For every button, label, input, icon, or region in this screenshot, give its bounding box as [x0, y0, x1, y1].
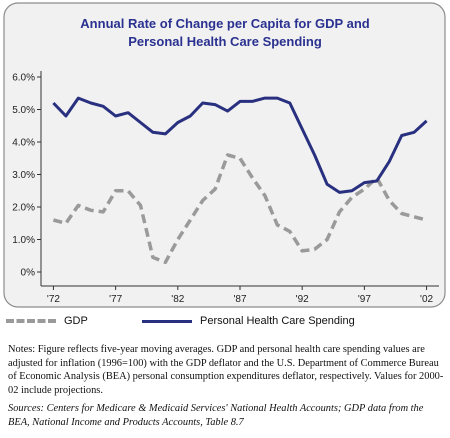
y-axis: 0% 1.0% 2.0% 3.0% 4.0% 5.0% 6.0%	[12, 71, 42, 286]
x-tick-label: '02	[420, 294, 433, 305]
legend-label-gdp: GDP	[64, 315, 88, 327]
x-tick-label: '82	[171, 294, 184, 305]
y-tick-label: 2.0%	[12, 203, 35, 214]
line-chart: Annual Rate of Change per Capita for GDP…	[3, 2, 446, 308]
x-tick-label: '72	[47, 294, 60, 305]
gdp-series-line	[52, 153, 428, 265]
x-axis: '72 '77 '82 '87 '92 '97 '02	[41, 285, 439, 305]
notes-block: Notes: Figure reflects five-year moving …	[8, 343, 444, 429]
chart-background	[3, 2, 446, 308]
y-tick-label: 1.0%	[12, 235, 35, 246]
chart-title-line-2: Personal Health Care Spending	[128, 34, 322, 49]
health-spending-series-line	[52, 96, 428, 194]
notes-text: Notes: Figure reflects five-year moving …	[8, 344, 444, 396]
chart-title-line-1: Annual Rate of Change per Capita for GDP…	[80, 16, 369, 31]
legend-swatch-phc	[142, 319, 192, 323]
series-layer	[52, 96, 428, 265]
chart-legend: GDP Personal Health Care Spending	[6, 312, 446, 330]
legend-item-phc: Personal Health Care Spending	[142, 312, 355, 330]
x-tick-label: '77	[109, 294, 122, 305]
x-tick-label: '97	[358, 294, 371, 305]
y-tick-label: 3.0%	[12, 170, 35, 181]
x-tick-label: '87	[233, 294, 246, 305]
sources-text: Sources: Centers for Medicare & Medicaid…	[8, 403, 424, 428]
legend-label-phc: Personal Health Care Spending	[200, 315, 355, 327]
x-tick-label: '92	[296, 294, 309, 305]
legend-item-gdp: GDP	[6, 312, 88, 330]
chart-panel: Annual Rate of Change per Capita for GDP…	[3, 2, 446, 308]
y-tick-label: 4.0%	[12, 138, 35, 149]
y-tick-label: 6.0%	[12, 73, 35, 84]
legend-swatch-gdp	[6, 319, 56, 323]
y-tick-label: 0%	[21, 268, 36, 279]
y-tick-label: 5.0%	[12, 105, 35, 116]
